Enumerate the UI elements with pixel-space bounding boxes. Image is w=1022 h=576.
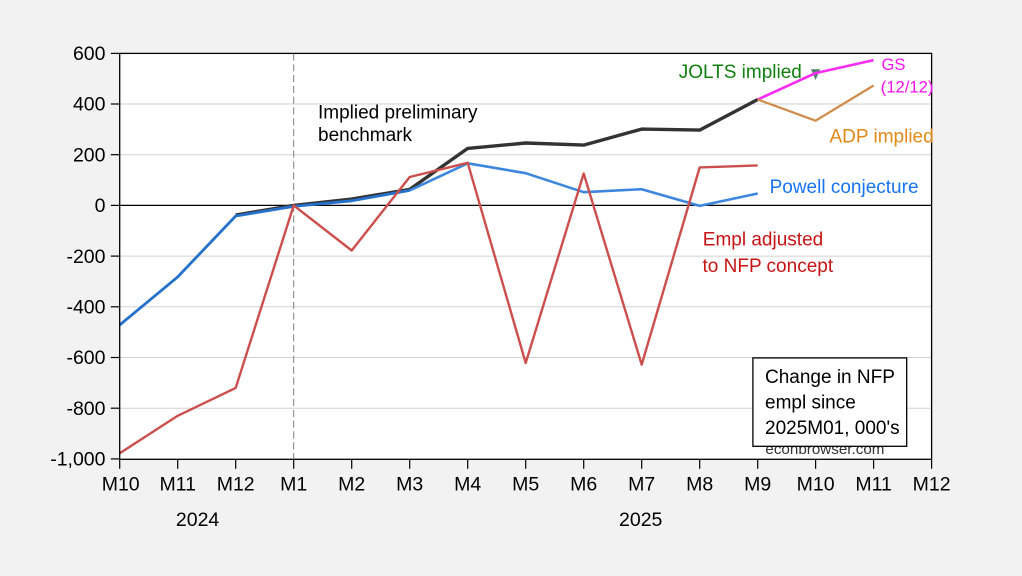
- svg-text:benchmark: benchmark: [318, 125, 412, 146]
- svg-text:empl since: empl since: [765, 392, 856, 413]
- svg-text:0: 0: [95, 195, 106, 217]
- svg-text:M9: M9: [744, 474, 771, 496]
- svg-text:M11: M11: [855, 474, 892, 496]
- svg-text:2025M01, 000's: 2025M01, 000's: [765, 418, 900, 439]
- svg-text:M10: M10: [102, 474, 140, 496]
- svg-text:Implied preliminary: Implied preliminary: [318, 102, 478, 123]
- svg-text:200: 200: [73, 144, 106, 166]
- svg-text:M6: M6: [570, 474, 597, 496]
- svg-text:ADP implied: ADP implied: [830, 127, 934, 148]
- svg-text:M2: M2: [338, 474, 365, 496]
- svg-text:M4: M4: [454, 474, 481, 496]
- svg-text:M11: M11: [159, 474, 196, 496]
- svg-text:M12: M12: [217, 474, 255, 496]
- svg-text:400: 400: [73, 94, 106, 116]
- svg-text:M12: M12: [913, 474, 951, 496]
- svg-text:-600: -600: [66, 347, 105, 369]
- svg-text:M5: M5: [512, 474, 539, 496]
- svg-text:Empl adjusted: Empl adjusted: [703, 230, 823, 251]
- svg-text:M10: M10: [797, 474, 835, 496]
- svg-text:GS: GS: [882, 55, 906, 74]
- svg-text:-800: -800: [66, 398, 105, 420]
- svg-text:-400: -400: [66, 297, 105, 319]
- svg-text:M8: M8: [686, 474, 713, 496]
- svg-text:-200: -200: [66, 246, 105, 268]
- svg-text:2024: 2024: [176, 509, 220, 531]
- svg-text:2025: 2025: [619, 509, 663, 531]
- svg-text:M1: M1: [280, 474, 307, 496]
- svg-text:M3: M3: [396, 474, 423, 496]
- svg-text:Change in NFP: Change in NFP: [765, 367, 895, 388]
- svg-text:JOLTS implied: JOLTS implied: [679, 62, 802, 83]
- svg-text:Powell conjecture: Powell conjecture: [770, 177, 919, 198]
- svg-text:-1,000: -1,000: [50, 449, 105, 471]
- svg-text:600: 600: [73, 43, 106, 65]
- svg-text:M7: M7: [628, 474, 655, 496]
- svg-text:to NFP concept: to NFP concept: [703, 256, 834, 277]
- svg-text:(12/12): (12/12): [881, 77, 934, 96]
